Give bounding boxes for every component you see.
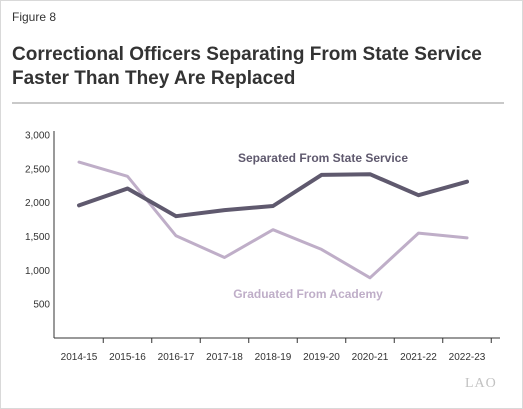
- x-tick-label: 2014-15: [61, 352, 98, 363]
- x-tick-label: 2015-16: [109, 352, 146, 363]
- series-label-separated: Separated From State Service: [238, 151, 408, 165]
- y-tick-label: 3,000: [25, 131, 50, 142]
- y-tick-label: 2,500: [25, 164, 50, 175]
- chart-title-line-1: Correctional Officers Separating From St…: [12, 44, 482, 65]
- x-tick-label: 2020-21: [352, 352, 389, 363]
- x-tick-label: 2019-20: [303, 352, 340, 363]
- y-axis-tick-labels: 500 1,000 1,500 2,000 2,500 3,000: [25, 131, 50, 311]
- series-line-separated: [77, 172, 469, 219]
- x-tick-label: 2021-22: [400, 352, 437, 363]
- figure-label: Figure 8: [12, 10, 57, 24]
- y-tick-label: 500: [33, 300, 50, 311]
- series-label-graduated: Graduated From Academy: [233, 287, 383, 301]
- x-axis-ticks: [102, 338, 492, 343]
- x-tick-label: 2022-23: [449, 352, 486, 363]
- x-tick-label: 2018-19: [255, 352, 292, 363]
- series-lines: [77, 160, 469, 280]
- y-tick-label: 2,000: [25, 198, 50, 209]
- chart-title-line-2: Faster Than They Are Replaced: [12, 68, 296, 89]
- title-divider: [12, 102, 504, 104]
- chart-title: Correctional Officers Separating From St…: [12, 43, 512, 91]
- x-tick-label: 2017-18: [206, 352, 243, 363]
- y-tick-label: 1,500: [25, 232, 50, 243]
- axes: [53, 131, 500, 339]
- x-axis-tick-labels: 2014-15 2015-16 2016-17 2017-18 2018-19 2019-…: [61, 352, 486, 363]
- x-tick-label: 2016-17: [158, 352, 195, 363]
- lao-logo: LAO: [465, 376, 497, 391]
- y-tick-label: 1,000: [25, 266, 50, 277]
- series-labels: Separated From State Service Graduated Fr…: [233, 151, 408, 301]
- series-line-graduated: [77, 160, 469, 280]
